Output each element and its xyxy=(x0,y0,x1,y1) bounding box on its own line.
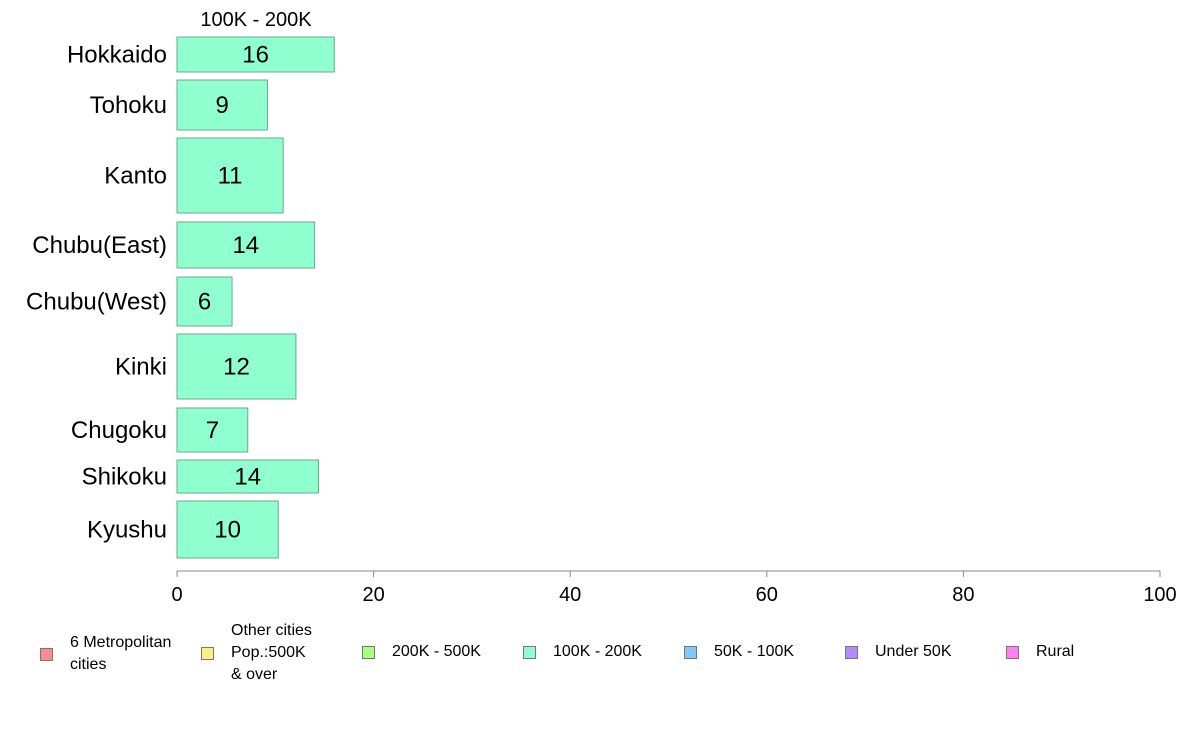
x-axis: 0 20 40 60 80 100 xyxy=(171,570,1177,606)
legend-swatch xyxy=(684,645,697,659)
data-label-kyushu: 10 xyxy=(214,517,241,544)
bar-kyushu xyxy=(176,500,279,559)
legend-item-6-metropolitan-cities: 6 Metropolitan cities xyxy=(40,632,171,676)
data-label-chubu-east: 14 xyxy=(232,232,259,259)
x-tick-label: 40 xyxy=(559,584,581,606)
panel-title: 100K - 200K xyxy=(200,9,312,31)
bar-kinki xyxy=(176,333,297,400)
category-label-hokkaido: Hokkaido xyxy=(67,42,167,69)
bar-kanto xyxy=(176,137,284,214)
category-label-chugoku: Chugoku xyxy=(71,417,167,444)
bar-shikoku xyxy=(176,459,320,494)
legend-item-200k-500k: 200K - 500K xyxy=(362,641,481,663)
legend-swatch xyxy=(1006,645,1019,659)
x-tick-label: 100 xyxy=(1143,584,1176,606)
legend-swatch xyxy=(201,646,214,660)
legend-item-under-50k: Under 50K xyxy=(845,641,952,663)
category-label-kyushu: Kyushu xyxy=(87,517,167,544)
legend-swatch xyxy=(523,645,536,659)
legend: 6 Metropolitan cities Other cities Pop.:… xyxy=(0,620,1188,690)
bar-chubu-west xyxy=(176,276,233,327)
legend-item-50k-100k: 50K - 100K xyxy=(684,641,794,663)
category-label-chubu-east: Chubu(East) xyxy=(32,232,167,259)
legend-item-other-cities: Other cities Pop.:500K & over xyxy=(201,620,312,686)
legend-swatch xyxy=(362,645,375,659)
legend-item-100k-200k: 100K - 200K xyxy=(523,641,642,663)
legend-item-rural: Rural xyxy=(1006,641,1074,663)
category-label-kanto: Kanto xyxy=(104,163,167,190)
legend-label: 200K - 500K xyxy=(392,643,481,660)
category-label-tohoku: Tohoku xyxy=(90,92,167,119)
bar-tohoku xyxy=(176,79,268,131)
bar-chugoku xyxy=(176,407,249,453)
data-label-shikoku: 14 xyxy=(234,464,261,491)
legend-label: Rural xyxy=(1036,643,1075,660)
x-tick-label: 20 xyxy=(362,584,384,606)
data-label-kanto: 11 xyxy=(218,163,243,190)
legend-label: Other cities Pop.:500K & over xyxy=(231,622,312,683)
x-tick-label: 0 xyxy=(171,584,182,606)
bar-chubu-east xyxy=(176,221,316,269)
data-label-kinki: 12 xyxy=(223,354,250,381)
data-label-tohoku: 9 xyxy=(216,92,229,119)
category-label-chubu-west: Chubu(West) xyxy=(26,289,167,316)
x-tick-label: 60 xyxy=(756,584,778,606)
legend-swatch xyxy=(40,647,53,661)
category-label-kinki: Kinki xyxy=(115,354,167,381)
bar-hokkaido xyxy=(176,36,335,73)
data-label-chubu-west: 6 xyxy=(198,289,211,316)
data-label-hokkaido: 16 xyxy=(242,42,269,69)
legend-label: 100K - 200K xyxy=(553,643,642,660)
legend-swatch xyxy=(845,645,858,659)
category-label-shikoku: Shikoku xyxy=(82,464,167,491)
legend-label: 6 Metropolitan cities xyxy=(70,634,172,673)
data-label-chugoku: 7 xyxy=(206,417,219,444)
x-tick-label: 80 xyxy=(952,584,974,606)
legend-label: Under 50K xyxy=(875,643,952,660)
legend-label: 50K - 100K xyxy=(714,643,795,660)
bars-layer: 16 Hokkaido 9 Tohoku 11 Kanto 14 Chubu(East) 6 Ch… xyxy=(26,36,335,559)
